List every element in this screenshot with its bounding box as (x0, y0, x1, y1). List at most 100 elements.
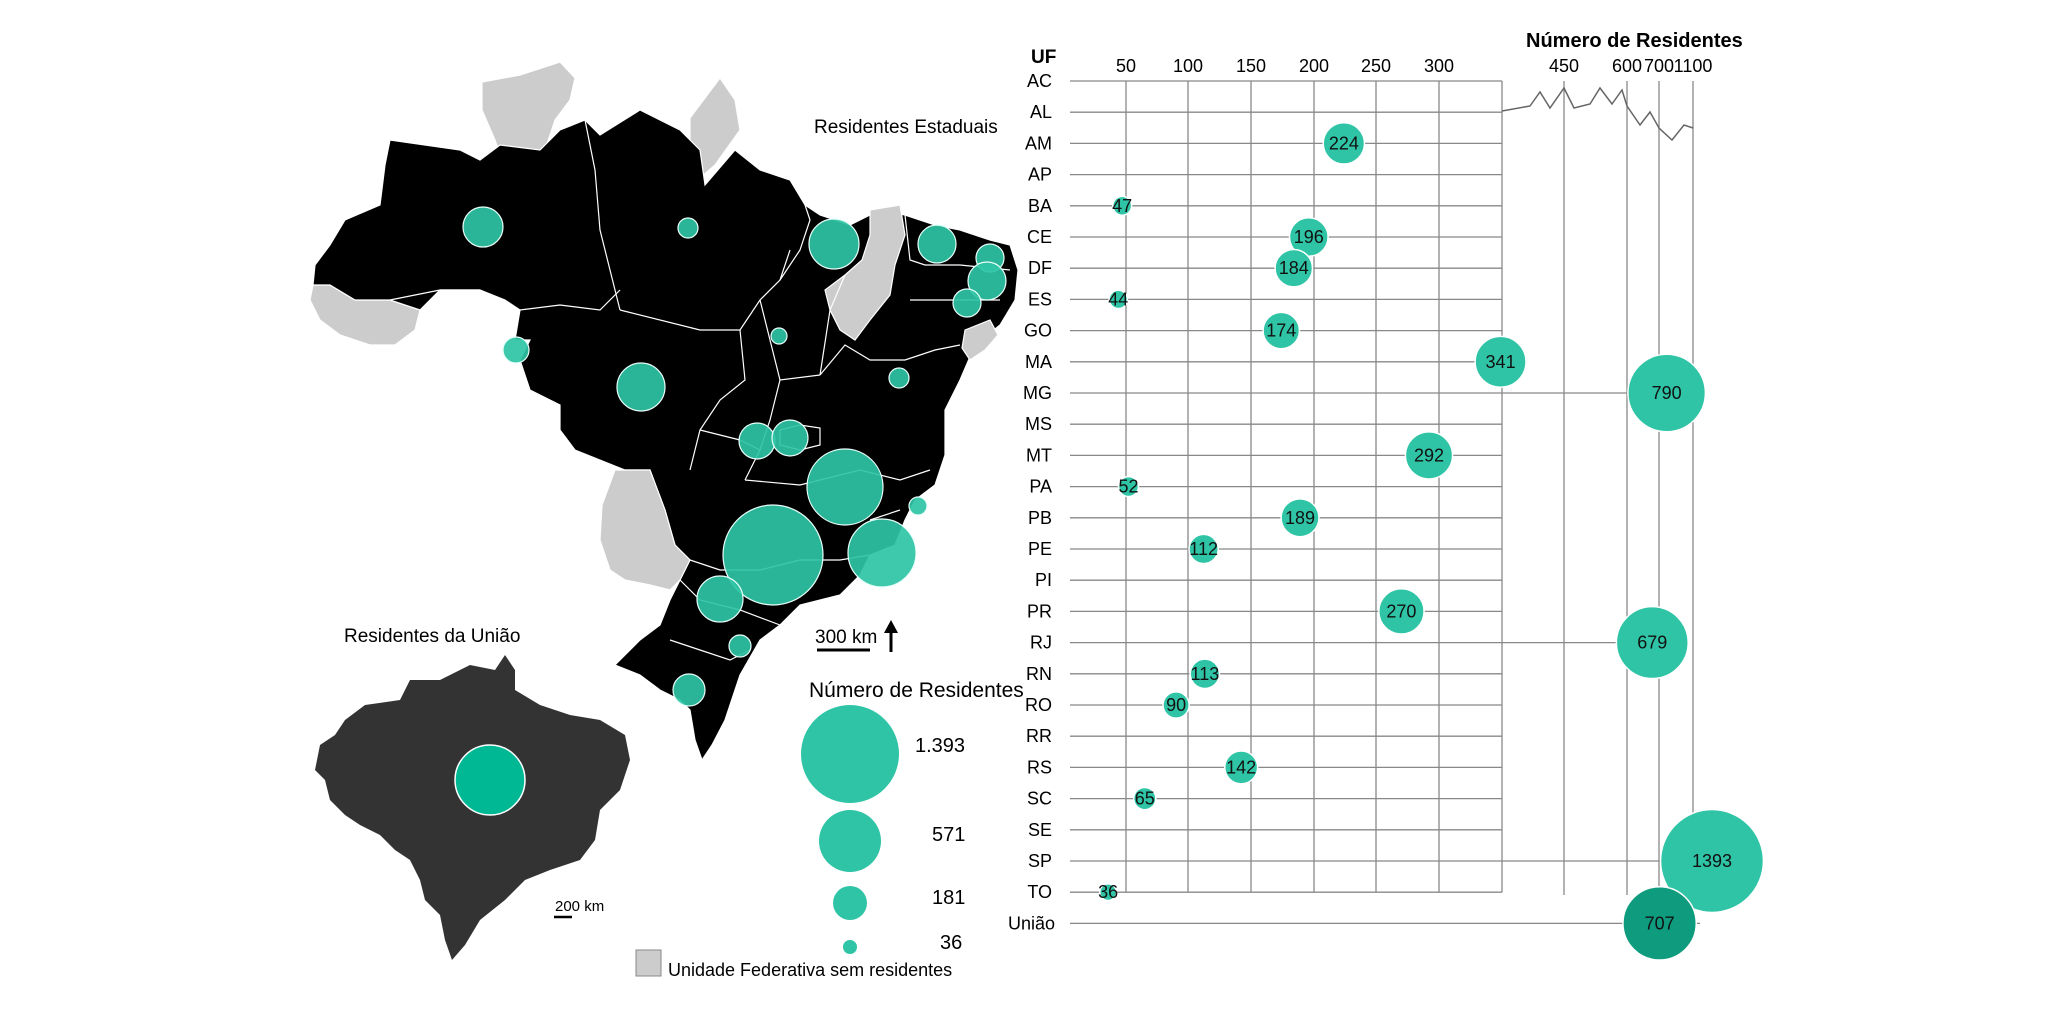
map-bubbles (462, 206, 1007, 707)
data-label: 174 (1266, 321, 1296, 341)
y-tick-label: PB (1028, 508, 1052, 528)
x-tick-label: 50 (1116, 56, 1136, 76)
y-tick-label: TO (1027, 882, 1052, 902)
data-bubble (1132, 786, 1157, 811)
y-tick-label: GO (1024, 321, 1052, 341)
data-label: 196 (1294, 227, 1324, 247)
map-bubble-pb (967, 261, 1007, 301)
x-tick-label: 450 (1549, 56, 1579, 76)
y-tick-label: MG (1023, 383, 1052, 403)
y-tick-label: SE (1028, 820, 1052, 840)
legend-no-residents-label: Unidade Federativa sem residentes (668, 960, 952, 980)
legend-size-label: 571 (932, 824, 965, 846)
union-bubble (454, 744, 526, 816)
map-bubble-mt (616, 362, 666, 412)
data-label: 292 (1414, 445, 1444, 465)
map-bubble-sp (722, 504, 824, 606)
y-tick-label: RO (1025, 695, 1052, 715)
state-map-scale: 300 km (815, 620, 898, 652)
data-bubble (1404, 431, 1454, 480)
data-bubble (1111, 195, 1133, 217)
data-bubble (1659, 808, 1765, 914)
x-tick-label: 200 (1299, 56, 1329, 76)
map-bubble-es (908, 496, 928, 516)
y-tick-label: União (1008, 913, 1055, 933)
map-bubble-ba (888, 367, 910, 389)
map-bubble-rj (847, 518, 917, 588)
data-bubble (1615, 605, 1689, 680)
scale-label-union: 200 km (555, 898, 604, 915)
data-label: 790 (1652, 383, 1682, 403)
data-bubble (1262, 311, 1301, 350)
legend-size-label: 181 (932, 887, 965, 909)
y-tick-label: SC (1027, 789, 1052, 809)
map-bubble-ma (808, 218, 860, 270)
data-label: 1393 (1692, 851, 1732, 871)
map-region-piaui (824, 204, 906, 341)
map-bubble-rs (672, 673, 706, 707)
data-bubble (1322, 122, 1366, 165)
y-axis-title: UF (1031, 47, 1056, 68)
data-bubble (1627, 353, 1707, 433)
data-label: 142 (1226, 757, 1256, 777)
x-tick-label: 700 (1644, 56, 1674, 76)
y-axis-labels: AC AL AM AP BA CE DF ES GO MA MG MS MT PA PB PE PI PR RJ RN… (1008, 71, 1055, 933)
legend-title: Número de Residentes (809, 679, 1024, 702)
y-tick-label: DF (1028, 258, 1052, 278)
data-bubble (1108, 289, 1129, 310)
map-bubble-ce (917, 224, 957, 264)
y-tick-label: AP (1028, 165, 1052, 185)
data-label: 47 (1112, 196, 1132, 216)
y-tick-label: BA (1028, 196, 1052, 216)
legend-circle-1393 (801, 705, 899, 803)
y-tick-label: PI (1035, 570, 1052, 590)
legend-circle-36 (843, 940, 857, 954)
data-bubble (1099, 883, 1118, 902)
x-tick-label: 100 (1173, 56, 1203, 76)
y-tick-label: SP (1028, 851, 1052, 871)
state-map (309, 61, 1019, 762)
y-tick-label: RJ (1030, 633, 1052, 653)
data-label: 112 (1189, 539, 1218, 559)
data-label: 679 (1637, 633, 1667, 653)
x-tick-label: 1100 (1674, 56, 1713, 76)
union-map: 200 km (315, 655, 630, 960)
y-tick-label: MA (1025, 352, 1052, 372)
y-tick-label: PE (1028, 539, 1052, 559)
y-tick-label: RS (1027, 757, 1052, 777)
y-tick-label: CE (1027, 227, 1052, 247)
map-bubble-sc (728, 634, 752, 658)
chart-grid (1070, 80, 1712, 925)
data-label: 44 (1108, 289, 1128, 309)
data-bubble (1117, 475, 1140, 498)
scale-label-state: 300 km (815, 627, 877, 648)
map-bubble-am (462, 206, 504, 248)
x-tick-label: 600 (1612, 56, 1642, 76)
legend-circle-181 (833, 886, 867, 920)
data-label: 90 (1166, 695, 1186, 715)
size-legend: Número de Residentes 1.393 571 181 36 Un… (635, 679, 1024, 980)
x-axis-ticks: 50 100 150 200 250 300 450 600 700 1100 (1116, 56, 1712, 76)
chart-title: Número de Residentes (1526, 30, 1743, 52)
data-bubble (1474, 335, 1527, 389)
data-bubble (1188, 533, 1219, 565)
y-tick-label: PR (1027, 601, 1052, 621)
map-bubble-pa (677, 217, 699, 239)
arrow-up-icon (884, 620, 898, 652)
y-tick-label: ES (1028, 289, 1052, 309)
data-bubble (1280, 498, 1320, 538)
data-bubble (1274, 248, 1314, 288)
map-bubble-ro (502, 336, 530, 364)
y-tick-label: RR (1026, 726, 1052, 746)
y-tick-label: PA (1029, 477, 1052, 497)
map-bubble-pe (952, 288, 982, 318)
axis-break-marks (1501, 86, 1694, 142)
y-tick-label: AC (1027, 71, 1052, 91)
legend-size-label: 36 (940, 932, 962, 954)
y-tick-label: AM (1025, 133, 1052, 153)
chart-marks: 224 47 196 184 44 174 341 790 292 52 189 112 270 679 1… (1098, 122, 1765, 961)
data-bubble (1189, 658, 1221, 690)
bubble-chart: 50 100 150 200 250 300 450 600 700 1100 AC AL AM AP B… (1008, 30, 1765, 961)
map-bubble-to (770, 327, 788, 345)
